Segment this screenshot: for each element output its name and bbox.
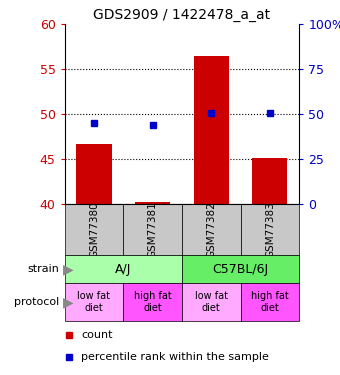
Text: strain: strain: [28, 264, 59, 274]
Bar: [182, 255, 299, 283]
Text: protocol: protocol: [14, 297, 59, 307]
Title: GDS2909 / 1422478_a_at: GDS2909 / 1422478_a_at: [94, 8, 270, 22]
Text: high fat
diet: high fat diet: [134, 291, 171, 313]
Text: C57BL/6J: C57BL/6J: [212, 262, 269, 276]
Text: ▶: ▶: [63, 262, 73, 276]
Bar: [252, 158, 288, 204]
Bar: [241, 204, 299, 255]
Text: percentile rank within the sample: percentile rank within the sample: [81, 352, 269, 362]
Text: A/J: A/J: [115, 262, 132, 276]
Bar: [135, 202, 170, 204]
Bar: [76, 144, 112, 204]
Bar: [182, 204, 240, 255]
Text: GSM77381: GSM77381: [148, 201, 157, 258]
Bar: [123, 204, 182, 255]
Text: count: count: [81, 330, 113, 340]
Bar: [241, 283, 299, 321]
Text: GSM77382: GSM77382: [206, 201, 216, 258]
Text: low fat
diet: low fat diet: [78, 291, 110, 313]
Text: GSM77383: GSM77383: [265, 201, 275, 258]
Text: high fat
diet: high fat diet: [251, 291, 289, 313]
Bar: [65, 255, 182, 283]
Text: GSM77380: GSM77380: [89, 201, 99, 258]
Bar: [182, 283, 240, 321]
Text: low fat
diet: low fat diet: [195, 291, 228, 313]
Text: ▶: ▶: [63, 295, 73, 309]
Bar: [194, 56, 229, 204]
Bar: [65, 204, 123, 255]
Bar: [123, 283, 182, 321]
Bar: [65, 283, 123, 321]
